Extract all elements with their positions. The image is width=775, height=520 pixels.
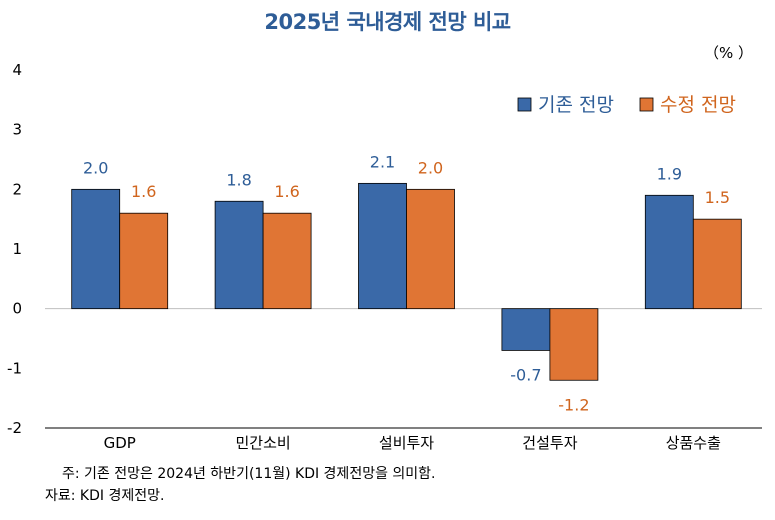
bar (71, 188, 121, 310)
bar (119, 212, 169, 310)
bar (644, 194, 694, 310)
legend-label: 수정 전망 (660, 94, 736, 116)
x-tick-label: 설비투자 (379, 434, 434, 452)
data-label: -0.7 (510, 365, 541, 384)
data-label: 1.6 (274, 182, 299, 201)
bars (71, 182, 742, 381)
chart-title: 2025년 국내경제 전망 비교 (264, 10, 511, 34)
legend-label: 기존 전망 (538, 94, 614, 116)
y-tick-label: 4 (12, 61, 22, 79)
x-tick-label: 상품수출 (666, 434, 721, 452)
y-tick-label: 1 (12, 240, 22, 258)
data-label: 2.0 (83, 158, 108, 177)
data-label: 1.8 (226, 170, 251, 189)
legend: 기존 전망 수정 전망 (517, 94, 736, 116)
footnote: 주: 기존 전망은 2024년 하반기(11월) KDI 경제전망을 의미함. (62, 466, 436, 482)
data-label: 2.1 (370, 152, 395, 171)
data-label: 1.6 (131, 182, 156, 201)
data-label: 1.9 (657, 164, 682, 183)
bar (214, 200, 264, 310)
y-tick-label: -2 (7, 419, 22, 437)
x-tick-label: GDP (104, 434, 136, 452)
bar-chart: 4 3 2 1 0 -1 -2 GDP 민간소비 설비투자 건설투자 상품수출 2.0 1.6 1.8 1.… (7, 61, 762, 452)
y-tick-label: 2 (12, 180, 22, 198)
bar (358, 182, 407, 310)
source-note: 자료: KDI 경제전망. (45, 488, 165, 504)
bar (692, 218, 742, 310)
data-label: -1.2 (558, 395, 589, 414)
bar (406, 188, 455, 310)
bar (262, 212, 312, 310)
unit-label: （% ） (703, 44, 753, 62)
y-tick-label: 0 (12, 300, 22, 318)
legend-swatch (639, 97, 654, 112)
y-tick-label: -1 (7, 359, 22, 377)
y-tick-label: 3 (12, 121, 22, 139)
legend-swatch (517, 97, 532, 112)
data-label: 2.0 (418, 158, 443, 177)
data-label: 1.5 (705, 188, 730, 207)
data-labels: 2.0 1.6 1.8 1.6 2.1 2.0 -0.7 -1.2 1.9 1.5 (83, 152, 730, 414)
bar (501, 308, 551, 351)
bar (549, 308, 599, 381)
x-tick-label: 민간소비 (235, 434, 290, 452)
x-tick-label: 건설투자 (522, 434, 577, 452)
